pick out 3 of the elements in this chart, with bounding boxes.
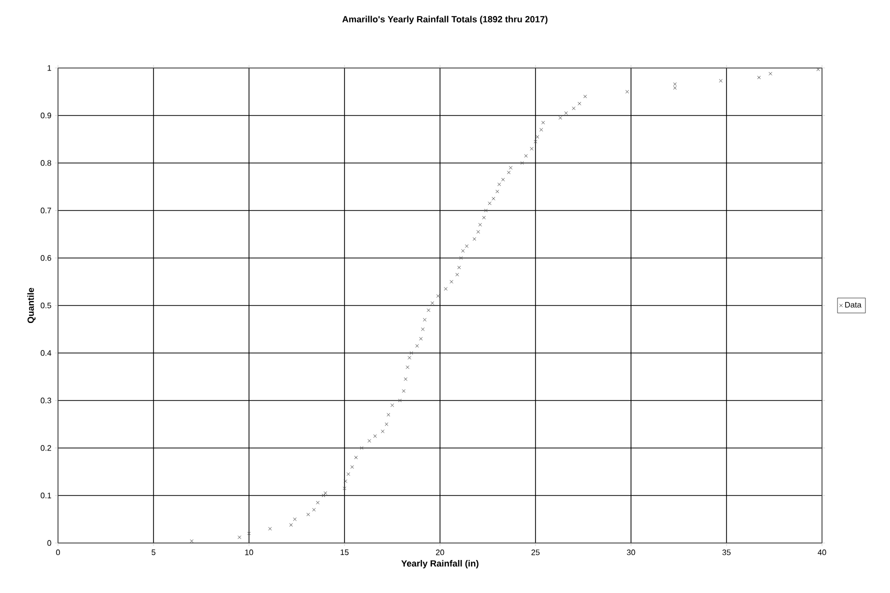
- y-axis-title: Quantile: [27, 288, 36, 324]
- chart-title: Amarillo's Yearly Rainfall Totals (1892 thru 2017): [342, 16, 548, 24]
- x-axis-title: Yearly Rainfall (in): [401, 560, 478, 568]
